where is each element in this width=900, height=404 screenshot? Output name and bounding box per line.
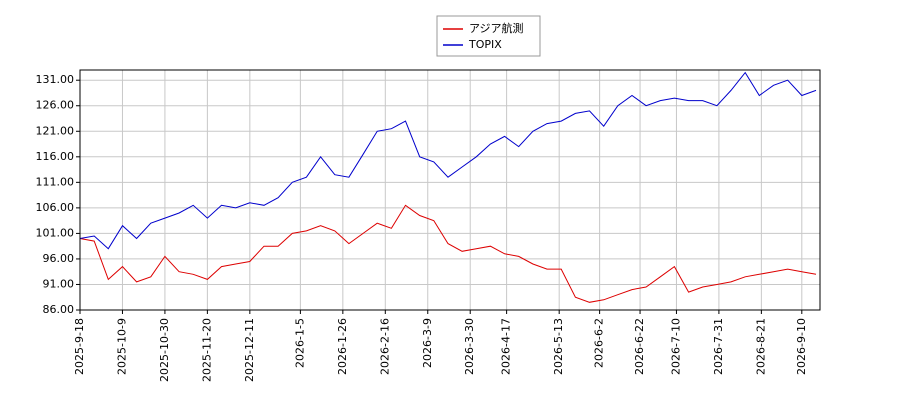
x-tick-label: 2025-12-11 — [243, 318, 256, 382]
x-tick-label: 2025-10-30 — [158, 318, 171, 382]
y-tick-label: 101.00 — [36, 226, 75, 239]
y-tick-label: 116.00 — [36, 150, 75, 163]
legend-label: TOPIX — [468, 38, 502, 51]
x-tick-label: 2025-11-20 — [200, 318, 213, 382]
x-tick-label: 2026-4-17 — [500, 318, 513, 375]
x-tick-label: 2026-3-30 — [463, 318, 476, 375]
line-series — [79, 204, 817, 303]
x-tick-label: 2026-6-2 — [593, 318, 606, 368]
legend: アジア航測 TOPIX — [436, 15, 541, 57]
legend-box — [436, 15, 541, 57]
x-tick-label: 2025-10-9 — [115, 318, 128, 375]
y-tick-label: 91.00 — [43, 277, 75, 290]
y-tick-label: 86.00 — [43, 303, 75, 316]
x-tick-label: 2026-7-10 — [669, 318, 682, 375]
y-tick-label: 96.00 — [43, 252, 75, 265]
y-tick-label: 106.00 — [36, 201, 75, 214]
x-tick-label: 2026-7-31 — [712, 318, 725, 375]
x-tick-label: 2026-1-5 — [293, 318, 306, 368]
legend-label: アジア航測 — [469, 21, 524, 35]
x-tick-label: 2026-8-21 — [754, 318, 767, 375]
x-tick-label: 2026-5-13 — [552, 318, 565, 375]
y-tick-label: 126.00 — [36, 99, 75, 112]
x-tick-label: 2026-9-10 — [795, 318, 808, 375]
x-tick-label: 2026-2-16 — [378, 318, 391, 375]
x-tick-label: 2025-9-18 — [73, 318, 86, 375]
x-tick-label: 2026-6-22 — [633, 318, 646, 375]
line-series — [79, 71, 817, 250]
x-tick-label: 2026-1-26 — [336, 318, 349, 375]
x-tick-label: 2026-3-9 — [421, 318, 434, 368]
y-tick-label: 111.00 — [36, 175, 75, 188]
y-tick-label: 131.00 — [36, 73, 75, 86]
plot-frame — [79, 69, 821, 311]
y-tick-label: 121.00 — [36, 124, 75, 137]
